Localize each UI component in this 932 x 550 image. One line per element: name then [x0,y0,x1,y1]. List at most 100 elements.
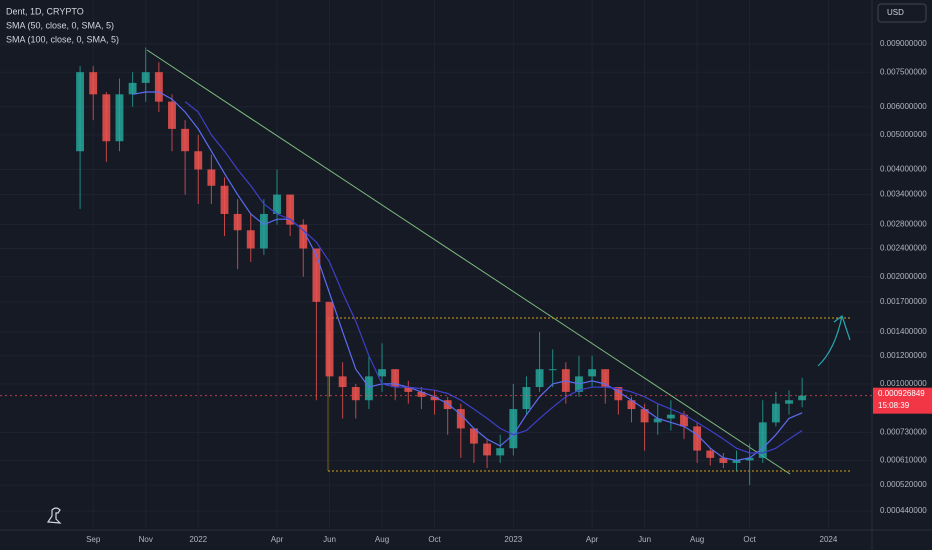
candle-body [273,194,281,214]
candle-body [141,72,150,83]
x-tick-label: Apr [271,535,284,544]
x-tick-label: Jun [323,535,336,544]
y-tick-label: 0.000610000 [880,456,927,465]
x-tick-label: 2022 [189,535,207,544]
candle-body [417,391,426,397]
candle-body [666,414,675,419]
y-tick-label: 0.006000000 [880,102,927,111]
candle-body [653,418,662,423]
candle-body [89,72,98,95]
legend-entry: SMA (100, close, 0, SMA, 5) [6,34,119,44]
y-tick-label: 0.007500000 [880,67,927,76]
candle-body [483,443,492,456]
legend-entry: SMA (50, close, 0, SMA, 5) [6,20,114,30]
y-tick-label: 0.001200000 [880,351,927,360]
candle-body [391,369,400,388]
y-tick-label: 0.005000000 [880,130,927,139]
y-tick-label: 0.001000000 [880,379,927,388]
candle-body [154,72,163,102]
y-tick-label: 0.002000000 [880,272,927,281]
x-tick-label: Aug [690,535,704,544]
candle-body [509,409,518,449]
candle-body [443,400,452,410]
grid [0,0,872,530]
candle-body [102,94,111,142]
candle-body [771,403,780,423]
candle-body [456,409,465,429]
candle-body [798,395,807,401]
y-tick-label: 0.004000000 [880,165,927,174]
candle-body [785,400,793,404]
y-tick-label: 0.009000000 [880,39,927,48]
candle-body [299,224,308,249]
candle-body [601,369,610,388]
candle-body [194,151,203,170]
candle-body [535,369,544,388]
candle-body [614,387,623,401]
candle-body [351,387,360,401]
candle-body [338,376,347,388]
candle-body [76,72,85,152]
candle-body [732,460,741,463]
candle-body [522,387,531,410]
logo [46,507,62,524]
candle-body [181,128,190,152]
candle-body [207,169,216,186]
candle-body [404,387,413,392]
currency-button[interactable] [877,3,927,23]
x-tick-label: Jun [638,535,651,544]
candle-body [693,426,702,451]
candle-body [680,414,688,427]
candle-body [378,369,386,377]
candle-body [706,450,715,458]
candle-body [233,213,242,231]
symbol-title: Dent, 1D, CRYPTO [6,6,84,16]
candle-body [430,396,439,401]
y-tick-label: 0.002800000 [880,220,927,229]
candle-body [496,448,505,456]
y-tick-label: 0.001700000 [880,297,927,306]
trend-line [146,49,791,475]
last-price-label: 0.000926849 [878,389,925,398]
y-tick-label: 0.002400000 [880,244,927,253]
plot [0,47,872,486]
x-tick-label: Nov [139,535,153,544]
x-tick-label: Apr [586,535,599,544]
candle-body [719,457,728,463]
x-tick-label: Oct [428,535,441,544]
currency-label[interactable]: USD [887,8,904,17]
y-tick-label: 0.000730000 [880,428,927,437]
candle-body [758,422,767,458]
candle-body [286,194,295,225]
candle-body [588,369,597,377]
x-tick-label: Oct [743,535,756,544]
candle-body [312,248,321,302]
candle-body [640,409,649,423]
candle-body [128,82,137,95]
x-tick-label: 2023 [504,535,522,544]
candle-body [259,213,268,249]
arrow [817,315,851,367]
candle-body [325,301,334,377]
x-tick-label: Sep [86,535,101,544]
sma-line [132,91,803,462]
candle-body [627,400,636,410]
x-tick-label: 2024 [820,535,838,544]
y-tick-label: 0.000520000 [880,480,927,489]
candle-body [364,376,373,401]
x-tick-label: Aug [375,535,389,544]
sma-line [184,101,803,454]
y-tick-label: 0.000440000 [880,506,927,515]
candle-body [220,185,229,214]
candle-body [168,101,176,129]
y-tick-label: 0.001400000 [880,327,927,336]
candle-body [246,230,255,249]
candle-body [745,457,754,461]
last-price-box [873,387,932,414]
y-tick-label: 0.003400000 [880,190,927,199]
candle-body [470,428,478,444]
candle-body [548,369,557,371]
